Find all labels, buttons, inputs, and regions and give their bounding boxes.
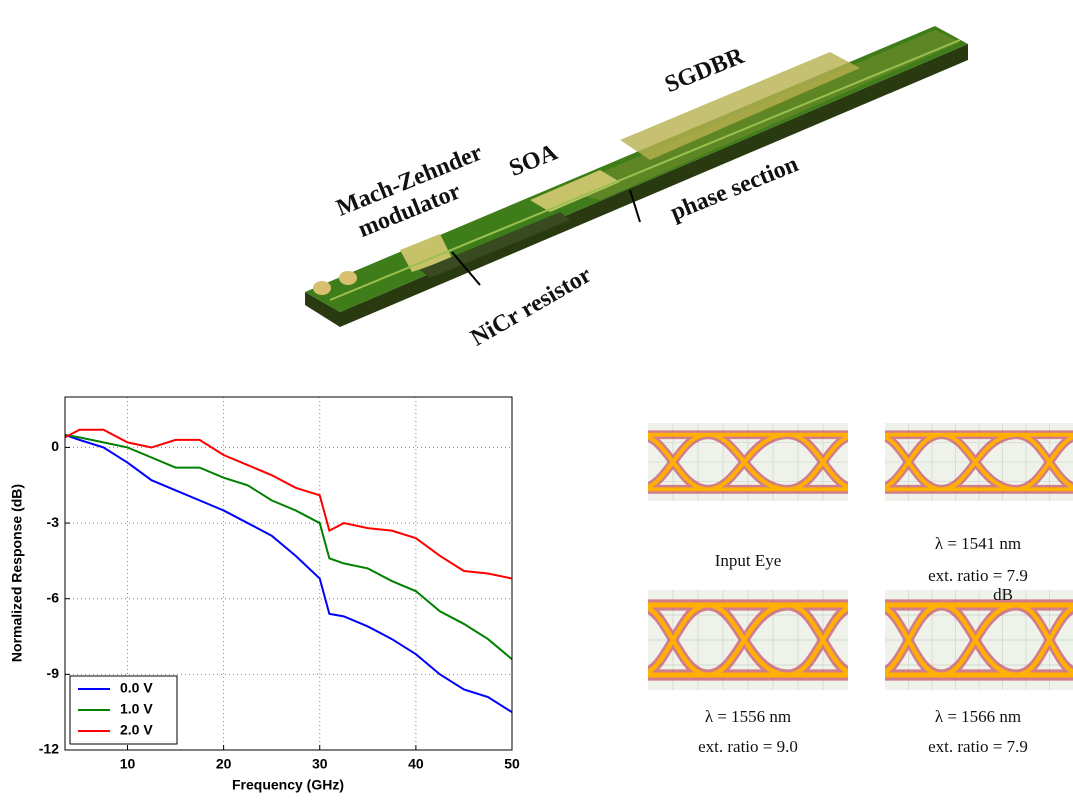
legend-label: 0.0 V — [120, 680, 153, 696]
chip-label: SOA — [506, 139, 562, 182]
figure: Mach-Zehnder modulator SOA SGDBR phase s… — [0, 0, 1073, 799]
eye-caption: dB — [993, 585, 1013, 604]
y-tick-label: 0 — [51, 438, 59, 454]
eye-caption: λ = 1566 nm — [935, 707, 1021, 726]
eye-diagram — [876, 423, 1073, 501]
chart: 10 20 30 40 50 0 -3 -6 -9 -12 0.0 V 1.0 V 2.0 V — [39, 397, 520, 772]
eye-caption: ext. ratio = 7.9 — [928, 737, 1028, 756]
y-tick-label: -12 — [39, 741, 59, 757]
eye-caption: Input Eye — [715, 551, 782, 570]
eye-caption: ext. ratio = 9.0 — [698, 737, 798, 756]
eye-diagram — [638, 423, 858, 501]
x-tick-label: 30 — [312, 756, 328, 772]
x-axis-label: Frequency (GHz) — [232, 777, 344, 793]
chip-label: NiCr resistor — [467, 262, 597, 352]
eye-diagram — [876, 590, 1073, 690]
x-tick-label: 10 — [120, 756, 136, 772]
legend-label: 1.0 V — [120, 701, 153, 717]
legend-label: 2.0 V — [120, 722, 153, 738]
y-tick-label: -6 — [47, 589, 60, 605]
x-tick-label: 40 — [408, 756, 424, 772]
y-tick-label: -9 — [47, 665, 60, 681]
y-tick-label: -3 — [47, 514, 60, 530]
eye-diagram — [638, 590, 858, 690]
x-tick-label: 50 — [504, 756, 520, 772]
eye-caption: λ = 1556 nm — [705, 707, 791, 726]
eye-caption: λ = 1541 nm — [935, 534, 1021, 553]
eye-caption: ext. ratio = 7.9 — [928, 566, 1028, 585]
y-axis-label: Normalized Response (dB) — [9, 484, 25, 662]
chip-label: SGDBR — [661, 43, 748, 98]
x-tick-label: 20 — [216, 756, 232, 772]
